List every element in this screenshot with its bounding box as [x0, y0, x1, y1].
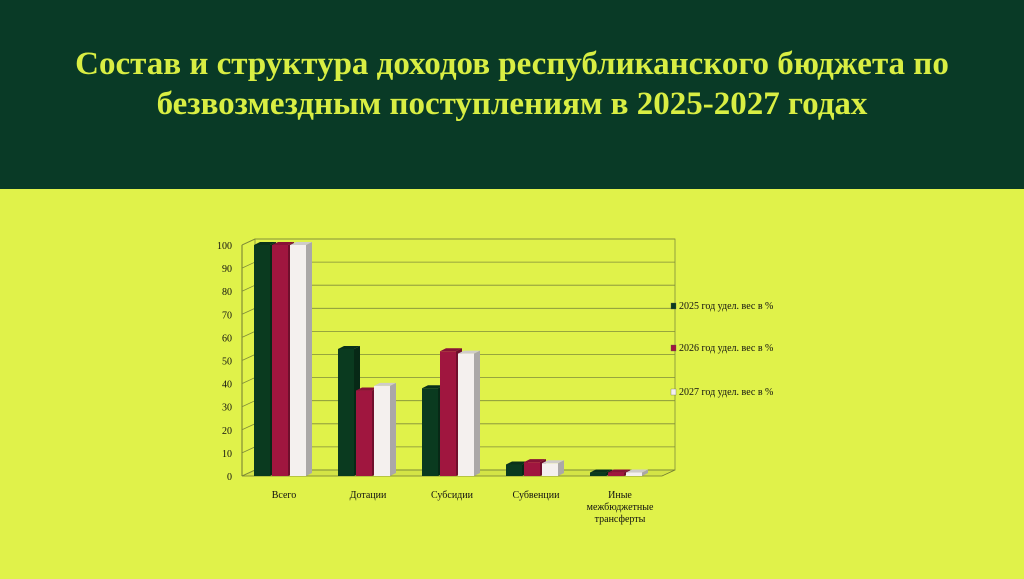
bar-top — [272, 242, 294, 245]
bar-top — [338, 345, 360, 349]
gridline-diag — [241, 238, 256, 246]
bar-side — [642, 469, 648, 476]
y-tick-label: 50 — [222, 357, 232, 368]
x-tick-label: Дотации — [350, 490, 387, 501]
bar-top — [590, 469, 612, 473]
bar-side — [390, 382, 396, 476]
gridline-diag — [241, 331, 256, 338]
bar-top — [290, 242, 312, 245]
chart-area: 0 10 20 30 40 50 60 70 80 90 100 Всего Дотации Субсид… — [0, 189, 1024, 574]
y-tick-label: 60 — [222, 333, 232, 344]
x-tick-label: Субвенции — [513, 490, 561, 501]
bar-top — [356, 387, 378, 391]
bar-top — [506, 461, 528, 465]
bar — [422, 388, 438, 476]
gridline-diag — [241, 446, 256, 454]
gridline-diag — [241, 284, 256, 292]
y-tick-label: 0 — [227, 472, 232, 483]
y-tick-label: 40 — [222, 380, 232, 391]
gridline-diag — [241, 469, 256, 477]
bar — [356, 390, 372, 476]
bar — [338, 348, 354, 476]
bar — [542, 463, 558, 476]
legend-label: 2026 год удел. вес в % — [679, 343, 773, 354]
bar-top — [626, 469, 648, 473]
bar-top — [440, 348, 462, 352]
gridline-diag — [241, 261, 256, 269]
x-tick-label: Субсидии — [431, 490, 474, 501]
x-tick-label: Всего — [272, 490, 297, 501]
y-tick-label: 70 — [222, 310, 232, 321]
x-tick-label: межбюджетные — [587, 502, 654, 513]
bar — [440, 351, 456, 476]
legend-label: 2027 год удел. вес в % — [679, 387, 773, 398]
gridline-diag — [241, 423, 256, 431]
gridline-diag — [241, 307, 256, 315]
y-tick-label: 90 — [222, 264, 232, 275]
bar-side — [306, 242, 312, 476]
bar — [458, 353, 474, 476]
legend-swatch — [670, 344, 677, 352]
y-tick-label: 20 — [222, 426, 232, 437]
bar — [506, 464, 522, 476]
gridline-diag — [241, 354, 256, 361]
legend-swatch — [670, 302, 677, 310]
y-tick-label: 80 — [222, 287, 232, 298]
gridline-diag — [241, 400, 256, 408]
bar — [524, 462, 540, 476]
bar-top — [254, 242, 276, 245]
y-tick-label: 30 — [222, 403, 232, 414]
gridline-diag — [241, 377, 256, 384]
bar — [272, 245, 288, 476]
bar-side — [474, 350, 480, 476]
bar — [590, 472, 606, 476]
x-tick-label: трансферты — [595, 514, 646, 525]
bar-top — [374, 382, 396, 386]
y-tick-label: 10 — [222, 449, 232, 460]
bar — [290, 245, 306, 476]
bar-top — [422, 385, 444, 389]
x-tick-label: Иные — [608, 490, 632, 501]
bar-top — [608, 469, 630, 473]
bar-top — [542, 460, 564, 464]
bar — [626, 472, 642, 476]
bar-chart: 0 10 20 30 40 50 60 70 80 90 100 Всего Дотации Субсид… — [217, 238, 773, 525]
bar — [374, 385, 390, 476]
slide-title: Состав и структура доходов республиканск… — [75, 46, 949, 122]
title-banner: Состав и структура доходов республиканск… — [0, 0, 1024, 189]
bar-side — [558, 460, 564, 476]
legend-swatch — [670, 388, 677, 396]
y-tick-label: 100 — [217, 241, 232, 252]
legend-label: 2025 год удел. вес в % — [679, 301, 773, 312]
bar — [608, 472, 624, 476]
bar-top — [524, 459, 546, 463]
bar — [254, 245, 270, 476]
bar-top — [458, 350, 480, 354]
